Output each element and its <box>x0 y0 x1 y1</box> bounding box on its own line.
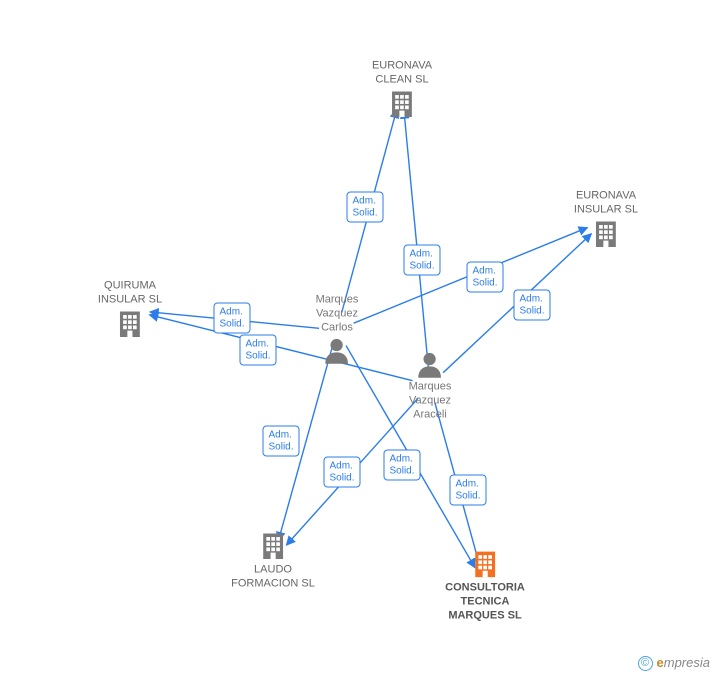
edge-label: Adm. Solid. <box>323 457 360 488</box>
node-label: CONSULTORIA TECNICA MARQUES SL <box>445 581 525 622</box>
edge-label: Adm. Solid. <box>449 475 486 506</box>
edge-label: Adm. Solid. <box>239 335 276 366</box>
network-canvas <box>0 0 728 685</box>
company-node[interactable]: EURONAVA INSULAR SL <box>574 189 638 251</box>
building-icon <box>256 529 290 563</box>
node-label: Marques Vazquez Carlos <box>316 293 359 334</box>
node-label: QUIRUMA INSULAR SL <box>98 279 162 307</box>
edge-label: Adm. Solid. <box>383 450 420 481</box>
company-node[interactable]: QUIRUMA INSULAR SL <box>98 279 162 341</box>
person-node[interactable]: Marques Vazquez Carlos <box>316 293 359 366</box>
edge-label: Adm. Solid. <box>213 303 250 334</box>
edge-label: Adm. Solid. <box>403 245 440 276</box>
brand-watermark: © empresia <box>638 655 710 671</box>
building-icon <box>113 307 147 341</box>
company-node[interactable]: EURONAVA CLEAN SL <box>372 59 432 121</box>
building-icon <box>468 547 502 581</box>
building-icon <box>589 217 623 251</box>
company-node[interactable]: CONSULTORIA TECNICA MARQUES SL <box>445 547 525 622</box>
person-icon <box>414 348 446 380</box>
brand-name: mpresia <box>664 655 710 670</box>
node-label: Marques Vazquez Araceli <box>409 380 452 421</box>
edge-label: Adm. Solid. <box>513 290 550 321</box>
edge-label: Adm. Solid. <box>346 192 383 223</box>
brand-initial: e <box>657 655 664 670</box>
node-label: LAUDO FORMACION SL <box>231 563 315 591</box>
edge-label: Adm. Solid. <box>262 426 299 457</box>
edge <box>404 110 428 367</box>
person-node[interactable]: Marques Vazquez Araceli <box>409 348 452 421</box>
node-label: EURONAVA CLEAN SL <box>372 59 432 87</box>
node-label: EURONAVA INSULAR SL <box>574 189 638 217</box>
copyright-icon: © <box>638 656 653 671</box>
company-node[interactable]: LAUDO FORMACION SL <box>231 529 315 591</box>
person-icon <box>321 335 353 367</box>
edge-label: Adm. Solid. <box>466 262 503 293</box>
building-icon <box>385 87 419 121</box>
